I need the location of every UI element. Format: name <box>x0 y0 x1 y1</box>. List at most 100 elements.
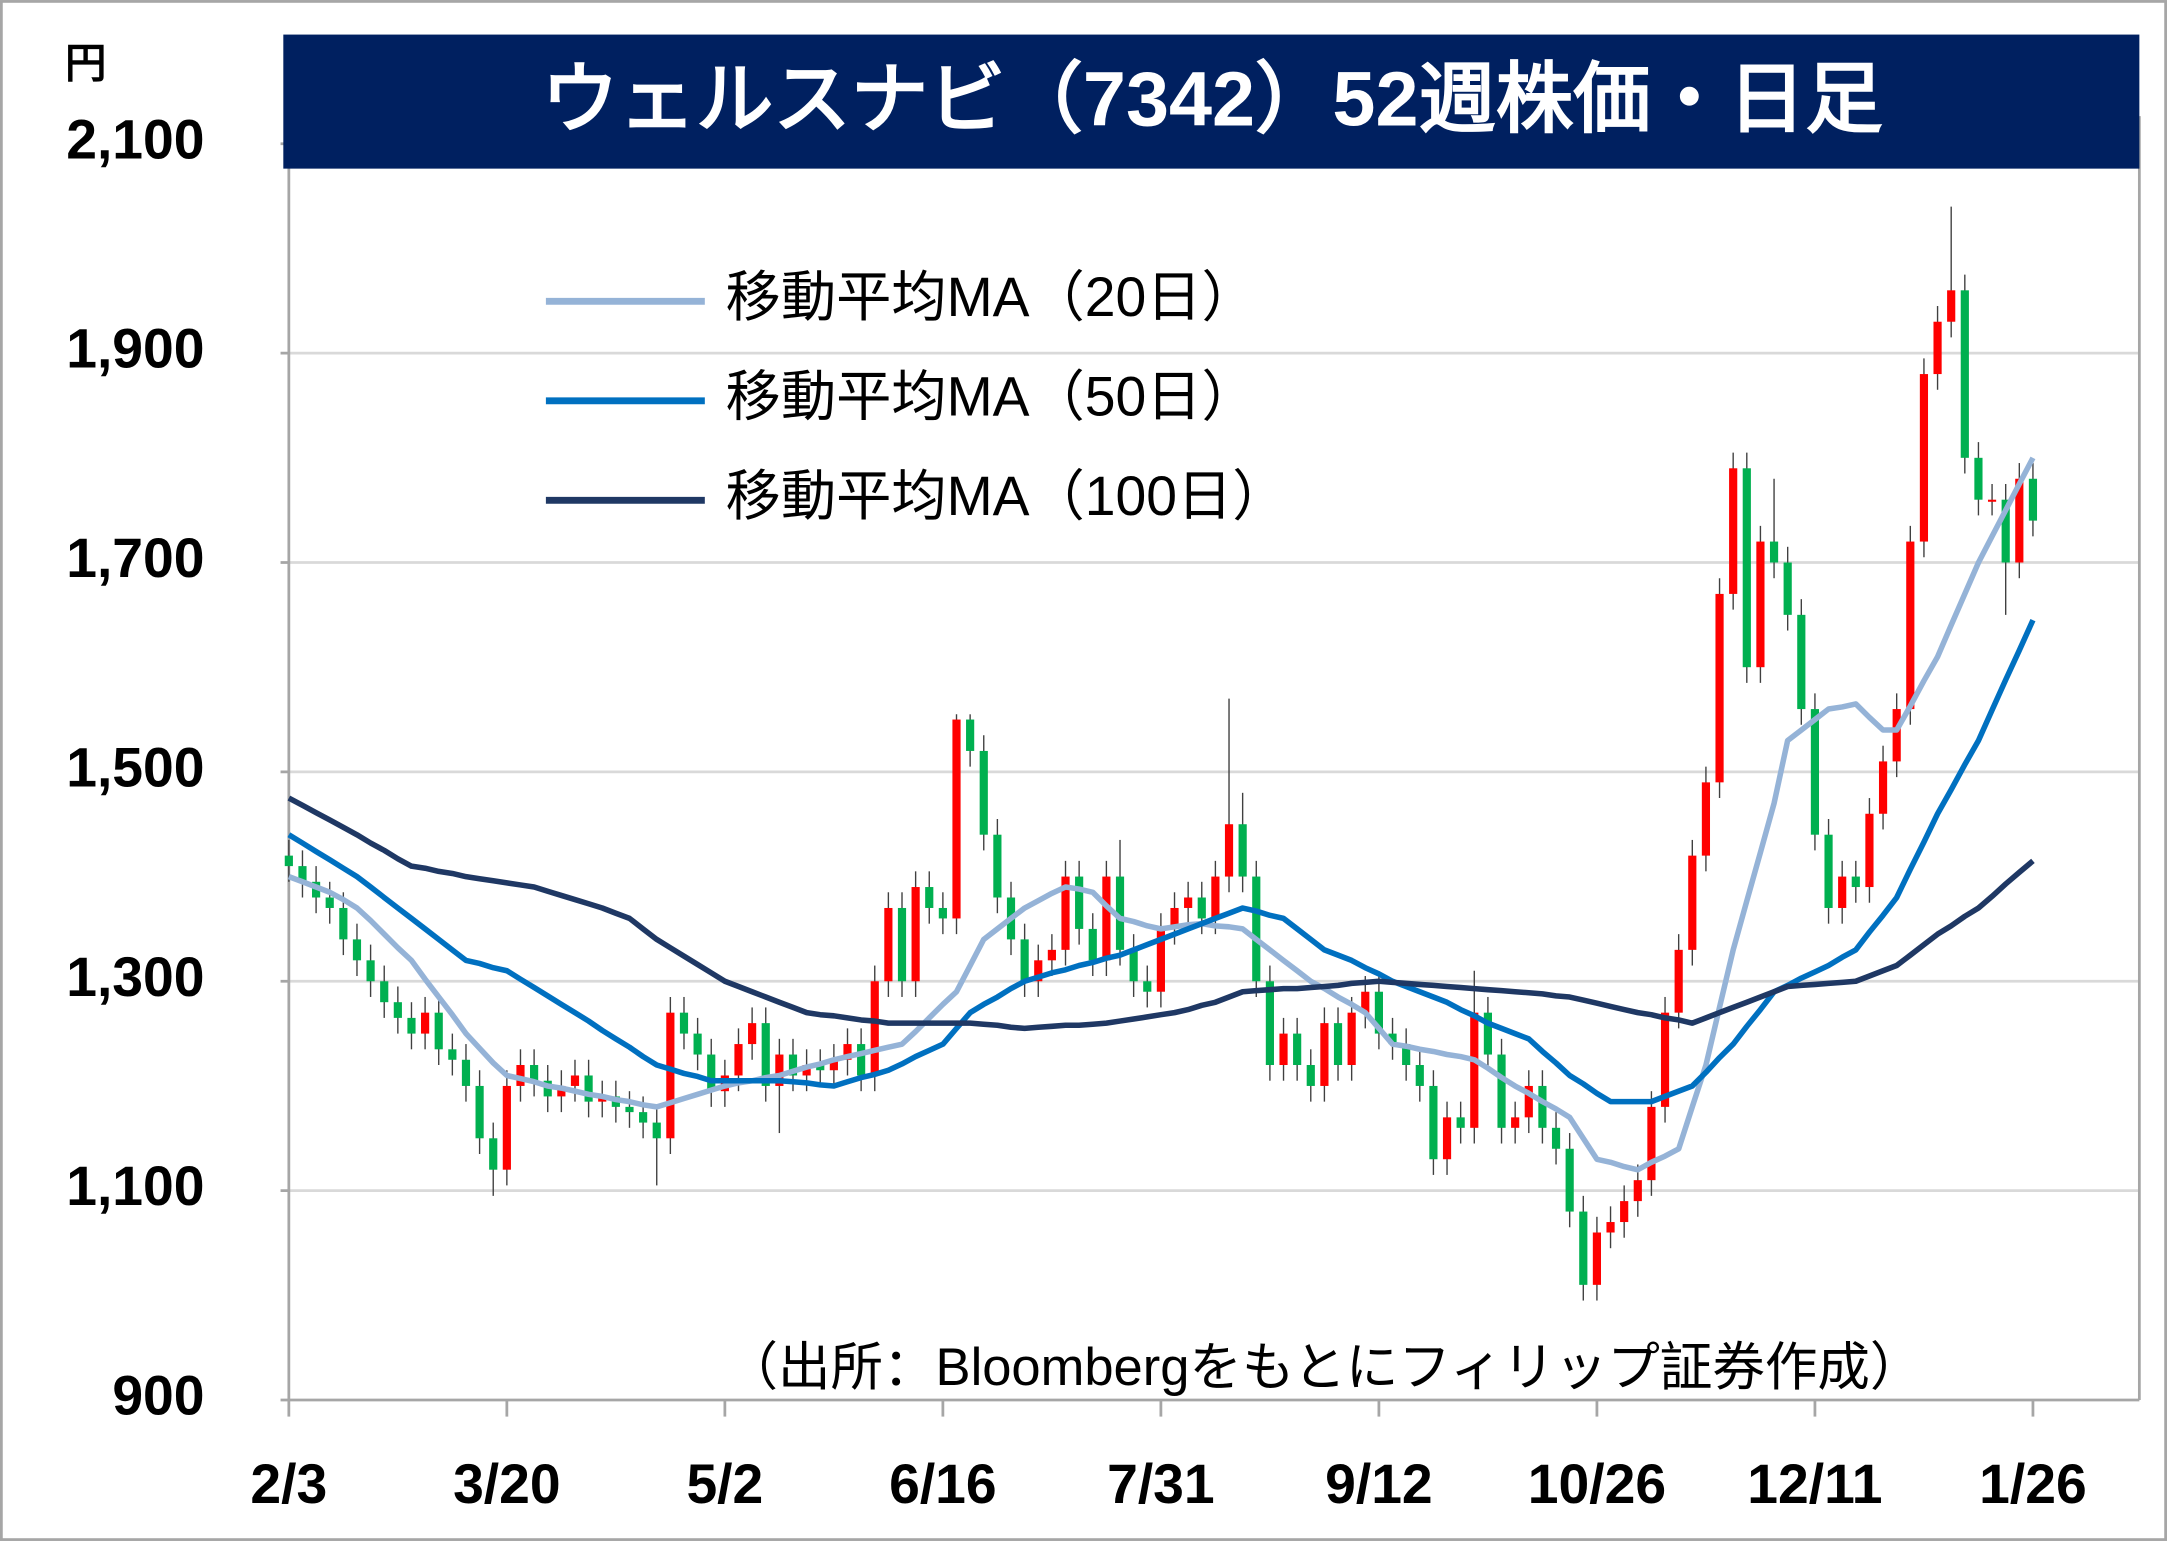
candle-body <box>1551 1127 1561 1149</box>
candle-body <box>1470 1012 1479 1128</box>
candle-body <box>1756 541 1765 668</box>
candle-body <box>1347 1012 1356 1066</box>
moving-average-line <box>287 795 2035 1032</box>
y-tick-label: 1,900 <box>66 318 204 380</box>
candle-body <box>1442 1117 1452 1160</box>
candle-body <box>1047 949 1056 961</box>
candle-body <box>1824 834 1833 908</box>
candle-body <box>761 1023 770 1086</box>
candle-body <box>625 1106 634 1113</box>
x-tick-label: 10/26 <box>1528 1453 1666 1515</box>
candle-body <box>584 1075 593 1102</box>
candle-body <box>1878 761 1888 814</box>
candle-body <box>652 1122 661 1139</box>
candle-body <box>870 981 879 1076</box>
candle-body <box>1333 1023 1343 1066</box>
candle-body <box>1265 981 1274 1066</box>
candle-body <box>1143 981 1152 992</box>
candle-body <box>1797 614 1806 710</box>
candle-body <box>434 1012 443 1050</box>
candle-body <box>966 719 975 751</box>
candle-body <box>775 1054 784 1086</box>
candle-body <box>1974 457 1983 500</box>
candle-body <box>284 855 293 867</box>
y-tick-label: 900 <box>112 1365 204 1427</box>
plot <box>284 206 2038 1301</box>
candle-body <box>1497 1054 1506 1128</box>
candle-body <box>1810 709 1820 835</box>
candle-body <box>1388 1033 1397 1045</box>
candle-body <box>1402 1044 1411 1066</box>
candle-body <box>530 1065 539 1081</box>
candle-body <box>2028 478 2038 521</box>
candle-body <box>1252 876 1261 982</box>
candle-body <box>1919 374 1929 542</box>
candle-body <box>1211 876 1220 919</box>
candle-body <box>748 1023 757 1045</box>
candle-body <box>979 750 988 835</box>
candle-body <box>407 1017 416 1034</box>
candle-body <box>298 866 307 882</box>
candle-body <box>502 1085 511 1170</box>
source-note: （出所：Bloombergをもとにフィリップ証券作成） <box>726 1338 1923 1397</box>
y-axis-unit: 円 <box>65 39 106 86</box>
candle-body <box>448 1049 457 1060</box>
y-tick-label: 1,500 <box>66 736 204 798</box>
candle-body <box>1592 1232 1602 1285</box>
candle-body <box>1892 709 1901 762</box>
candle-body <box>1456 1117 1465 1128</box>
candle-body <box>679 1012 689 1034</box>
candle-body <box>734 1044 743 1076</box>
candle-body <box>1606 1222 1615 1233</box>
x-tick-label: 7/31 <box>1107 1453 1215 1515</box>
candle-body <box>993 834 1002 898</box>
candle-body <box>352 939 362 961</box>
candle-body <box>1320 1023 1329 1086</box>
candle-body <box>1674 949 1683 1013</box>
candle-body <box>1129 949 1138 982</box>
candle-body <box>1415 1065 1424 1086</box>
candle-body <box>1374 991 1383 1034</box>
candle-body <box>1293 1033 1302 1066</box>
candle-body <box>1429 1085 1438 1160</box>
candle-body <box>1020 939 1029 982</box>
candle-body <box>707 1054 716 1092</box>
candle-body <box>816 1065 825 1071</box>
x-tick-label: 5/2 <box>686 1453 763 1515</box>
candle-body <box>1647 1106 1656 1181</box>
candle-body <box>1701 782 1711 856</box>
candle-body <box>516 1065 525 1086</box>
candle-body <box>1238 824 1247 877</box>
candle-body <box>1115 876 1125 950</box>
candle-body <box>1838 876 1847 908</box>
candle-body <box>1524 1085 1533 1118</box>
candle-body <box>1075 876 1084 929</box>
candle-body <box>857 1044 866 1076</box>
candle-body <box>421 1012 430 1034</box>
candle-body <box>897 907 907 982</box>
title-banner <box>283 34 2140 169</box>
y-tick-label: 1,100 <box>66 1155 204 1217</box>
legend-label: 移動平均MA（50日） <box>726 365 1257 427</box>
candle-body <box>557 1085 566 1097</box>
candle-body <box>911 887 920 982</box>
x-tick-label: 1/26 <box>1979 1453 2087 1515</box>
y-tick-label: 1,300 <box>66 946 204 1008</box>
moving-average-line <box>287 456 2036 1173</box>
candle-body <box>1865 813 1874 888</box>
candle-body <box>1483 1012 1493 1055</box>
x-tick-label: 3/20 <box>453 1453 561 1515</box>
candle-body <box>1279 1033 1288 1066</box>
candle-body <box>1987 499 1997 502</box>
candle-body <box>884 907 893 982</box>
candle-body <box>843 1044 852 1060</box>
candle-body <box>693 1033 702 1055</box>
candle-body <box>1783 562 1792 615</box>
candle-body <box>1061 876 1070 950</box>
candle-body <box>325 897 334 908</box>
candle-body <box>1906 541 1915 710</box>
candle-body <box>1715 593 1724 783</box>
candle-body <box>1660 1012 1670 1107</box>
x-tick-label: 2/3 <box>250 1453 327 1515</box>
